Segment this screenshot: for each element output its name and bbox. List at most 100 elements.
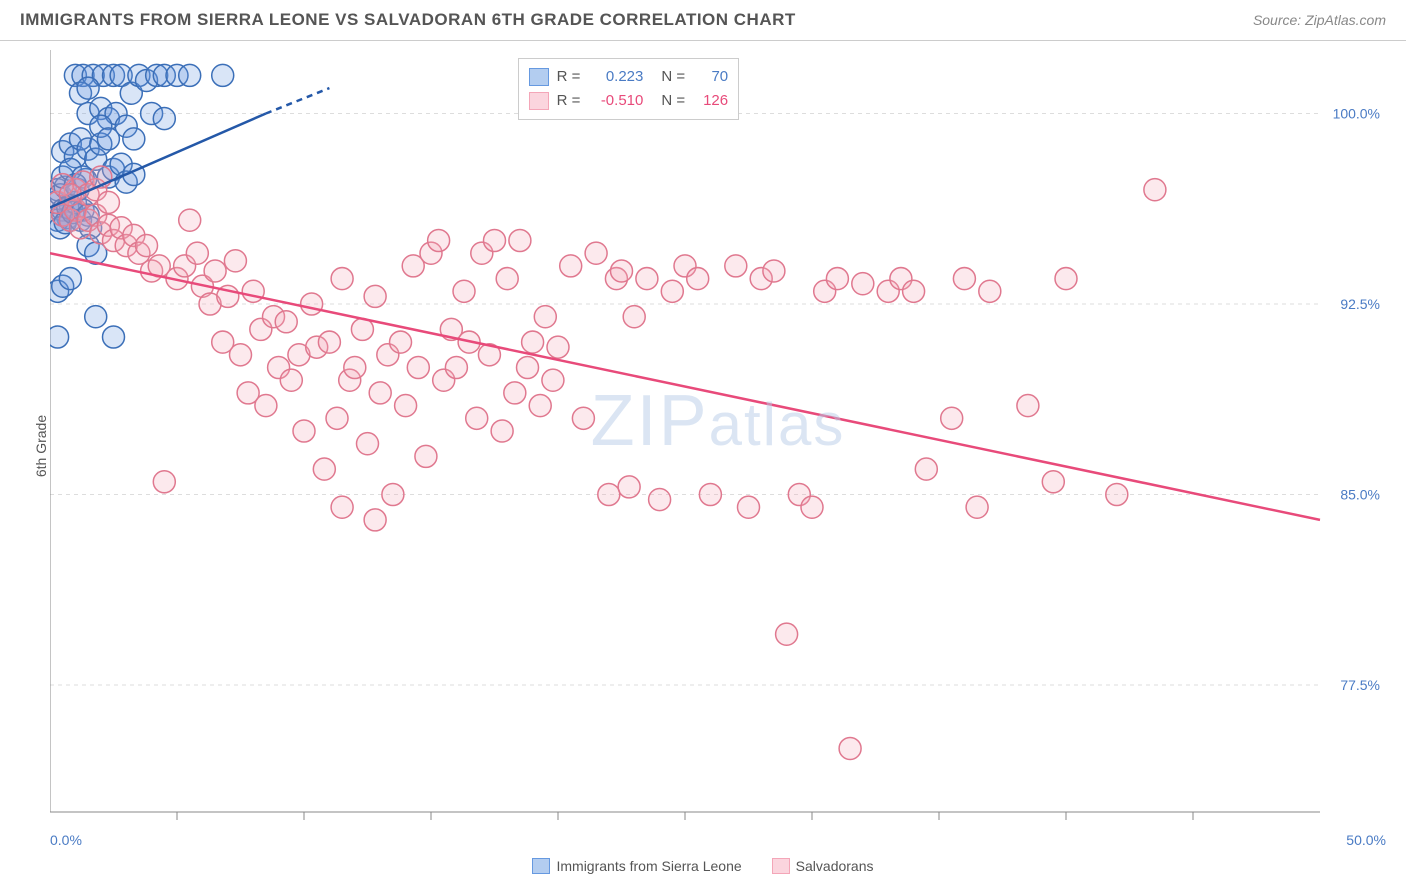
data-point: [364, 285, 386, 307]
data-point: [542, 369, 564, 391]
data-point: [293, 420, 315, 442]
data-point: [649, 489, 671, 511]
data-point: [547, 336, 569, 358]
data-point: [453, 280, 475, 302]
legend-swatch: [772, 858, 790, 874]
data-point: [344, 356, 366, 378]
data-point: [661, 280, 683, 302]
data-point: [153, 471, 175, 493]
series-legend: Immigrants from Sierra Leone Salvadorans: [0, 858, 1406, 874]
data-point: [534, 306, 556, 328]
legend-item: Salvadorans: [772, 858, 874, 874]
y-axis-label: 6th Grade: [33, 415, 49, 477]
scatter-chart: 100.0% 92.5% 85.0% 77.5%: [50, 50, 1386, 822]
data-point: [230, 344, 252, 366]
data-point: [915, 458, 937, 480]
data-point: [97, 191, 119, 213]
data-point: [852, 273, 874, 295]
data-point: [313, 458, 335, 480]
data-point: [59, 268, 81, 290]
data-point: [179, 64, 201, 86]
data-point: [280, 369, 302, 391]
svg-text:85.0%: 85.0%: [1340, 486, 1380, 502]
data-point: [242, 280, 264, 302]
data-point: [382, 483, 404, 505]
data-point: [903, 280, 925, 302]
data-point: [153, 108, 175, 130]
data-point: [611, 260, 633, 282]
data-point: [1106, 483, 1128, 505]
data-point: [1144, 179, 1166, 201]
legend-swatch: [529, 68, 549, 86]
legend-label: Immigrants from Sierra Leone: [556, 858, 741, 874]
n-value: 70: [693, 65, 728, 89]
x-axis-labels: 0.0% 50.0%: [50, 832, 1386, 852]
data-point: [415, 445, 437, 467]
data-point: [301, 293, 323, 315]
data-point: [953, 268, 975, 290]
data-point: [623, 306, 645, 328]
svg-text:92.5%: 92.5%: [1340, 296, 1380, 312]
data-point: [428, 229, 450, 251]
data-point: [763, 260, 785, 282]
correlation-legend-row: R = 0.223 N = 70: [529, 65, 729, 89]
data-point: [77, 77, 99, 99]
legend-swatch: [532, 858, 550, 874]
data-point: [725, 255, 747, 277]
data-point: [179, 209, 201, 231]
svg-text:77.5%: 77.5%: [1340, 677, 1380, 693]
data-point: [496, 268, 518, 290]
r-label: R =: [557, 89, 581, 113]
n-label: N =: [661, 65, 685, 89]
data-point: [395, 395, 417, 417]
data-point: [369, 382, 391, 404]
data-point: [517, 356, 539, 378]
trend-line-extrapolated: [266, 88, 330, 113]
data-point: [509, 229, 531, 251]
data-point: [136, 235, 158, 257]
svg-text:100.0%: 100.0%: [1333, 105, 1380, 121]
data-point: [941, 407, 963, 429]
data-point: [826, 268, 848, 290]
data-point: [50, 326, 69, 348]
data-point: [598, 483, 620, 505]
legend-swatch: [529, 92, 549, 110]
data-point: [186, 242, 208, 264]
data-point: [618, 476, 640, 498]
data-point: [1017, 395, 1039, 417]
chart-header: IMMIGRANTS FROM SIERRA LEONE VS SALVADOR…: [0, 0, 1406, 41]
data-point: [504, 382, 526, 404]
data-point: [331, 268, 353, 290]
data-point: [572, 407, 594, 429]
correlation-legend: R =0.223N =70R =-0.510N =126: [518, 58, 740, 120]
data-point: [484, 229, 506, 251]
data-point: [966, 496, 988, 518]
data-point: [839, 737, 861, 759]
data-point: [85, 306, 107, 328]
data-point: [123, 128, 145, 150]
r-value: 0.223: [588, 65, 643, 89]
data-point: [224, 250, 246, 272]
data-point: [1055, 268, 1077, 290]
r-label: R =: [557, 65, 581, 89]
x-tick-label: 50.0%: [1346, 832, 1386, 848]
data-point: [103, 326, 125, 348]
data-point: [738, 496, 760, 518]
x-tick-label: 0.0%: [50, 832, 82, 848]
chart-title: IMMIGRANTS FROM SIERRA LEONE VS SALVADOR…: [20, 10, 796, 30]
data-point: [699, 483, 721, 505]
data-point: [331, 496, 353, 518]
n-label: N =: [661, 89, 685, 113]
data-point: [491, 420, 513, 442]
data-point: [776, 623, 798, 645]
data-point: [407, 356, 429, 378]
data-point: [318, 331, 340, 353]
data-point: [636, 268, 658, 290]
data-point: [560, 255, 582, 277]
data-point: [357, 433, 379, 455]
data-point: [979, 280, 1001, 302]
data-point: [1042, 471, 1064, 493]
chart-container: 100.0%92.5%85.0%77.5% ZIPatlas R =0.223N…: [50, 50, 1386, 822]
data-point: [326, 407, 348, 429]
data-point: [585, 242, 607, 264]
